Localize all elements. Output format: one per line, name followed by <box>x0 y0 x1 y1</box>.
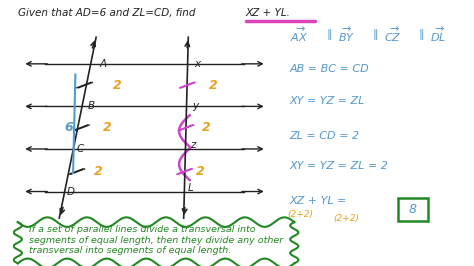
Text: ZL = CD = 2: ZL = CD = 2 <box>290 131 360 141</box>
Text: $\overrightarrow{AX}$: $\overrightarrow{AX}$ <box>290 26 308 44</box>
Text: $\overrightarrow{DL}$: $\overrightarrow{DL}$ <box>430 26 447 44</box>
Text: $\overrightarrow{CZ}$: $\overrightarrow{CZ}$ <box>384 26 402 44</box>
Text: B: B <box>88 101 95 111</box>
Text: AB = BC = CD: AB = BC = CD <box>290 64 369 74</box>
Text: $\parallel$: $\parallel$ <box>416 27 425 42</box>
Text: 6: 6 <box>64 121 73 134</box>
Text: D: D <box>67 186 75 197</box>
Text: x: x <box>194 59 201 69</box>
Text: XZ + YL.: XZ + YL. <box>246 8 291 18</box>
Text: (2+2): (2+2) <box>287 210 313 219</box>
Text: $\overrightarrow{BY}$: $\overrightarrow{BY}$ <box>338 26 355 44</box>
Text: L: L <box>188 182 193 193</box>
Text: 2: 2 <box>209 79 218 92</box>
Text: Given that AD=6 and ZL=CD, find: Given that AD=6 and ZL=CD, find <box>18 8 195 18</box>
Text: $\parallel$: $\parallel$ <box>370 27 379 42</box>
Text: 2: 2 <box>112 79 121 92</box>
Text: 2: 2 <box>195 165 204 178</box>
Text: If a set of parallel lines divide a transversal into
segments of equal length, t: If a set of parallel lines divide a tran… <box>29 225 283 255</box>
Text: 2: 2 <box>94 165 103 178</box>
Text: (2+2): (2+2) <box>333 214 359 223</box>
Text: 2: 2 <box>103 121 112 134</box>
Text: XY = YZ = ZL: XY = YZ = ZL <box>290 96 365 106</box>
FancyBboxPatch shape <box>398 198 428 221</box>
Text: XY = YZ = ZL = 2: XY = YZ = ZL = 2 <box>290 161 389 171</box>
Text: 8: 8 <box>409 203 417 216</box>
Text: A: A <box>100 59 107 69</box>
Text: XZ + YL =: XZ + YL = <box>290 196 351 206</box>
Text: y: y <box>192 101 198 111</box>
Text: C: C <box>76 144 83 154</box>
Text: z: z <box>190 140 196 150</box>
Text: $\parallel$: $\parallel$ <box>324 27 333 42</box>
Text: 2: 2 <box>202 121 211 134</box>
